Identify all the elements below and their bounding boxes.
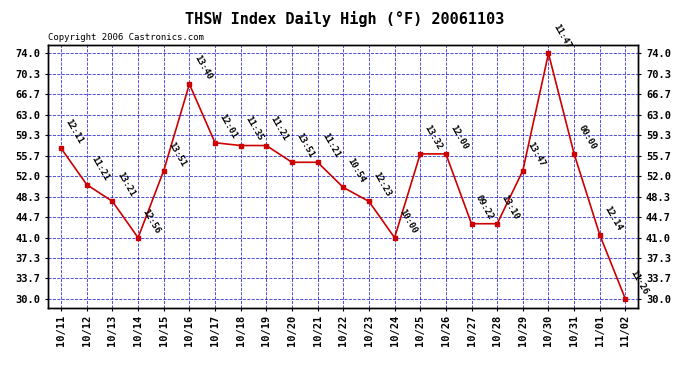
Text: 13:51: 13:51	[295, 132, 316, 159]
Text: 12:23: 12:23	[371, 171, 393, 199]
Text: 11:35: 11:35	[244, 115, 264, 143]
Text: 11:21: 11:21	[269, 115, 290, 143]
Text: 13:32: 13:32	[423, 123, 444, 151]
Text: 11:26: 11:26	[628, 268, 649, 296]
Text: 09:22: 09:22	[474, 193, 495, 221]
Text: 13:51: 13:51	[166, 140, 188, 168]
Text: 13:21: 13:21	[115, 171, 136, 199]
Text: THSW Index Daily High (°F) 20061103: THSW Index Daily High (°F) 20061103	[186, 11, 504, 27]
Text: 13:40: 13:40	[192, 54, 213, 81]
Text: 13:10: 13:10	[500, 193, 521, 221]
Text: 10:54: 10:54	[346, 157, 367, 184]
Text: 12:56: 12:56	[141, 207, 162, 235]
Text: 11:21: 11:21	[89, 154, 110, 182]
Text: 11:47: 11:47	[551, 23, 572, 51]
Text: 12:00: 12:00	[448, 123, 470, 151]
Text: 13:47: 13:47	[525, 140, 546, 168]
Text: 12:11: 12:11	[63, 118, 85, 146]
Text: 12:14: 12:14	[602, 204, 624, 232]
Text: 11:21: 11:21	[320, 132, 342, 159]
Text: 00:00: 00:00	[577, 123, 598, 151]
Text: 12:01: 12:01	[217, 112, 239, 140]
Text: Copyright 2006 Castronics.com: Copyright 2006 Castronics.com	[48, 33, 204, 42]
Text: 10:00: 10:00	[397, 207, 418, 235]
